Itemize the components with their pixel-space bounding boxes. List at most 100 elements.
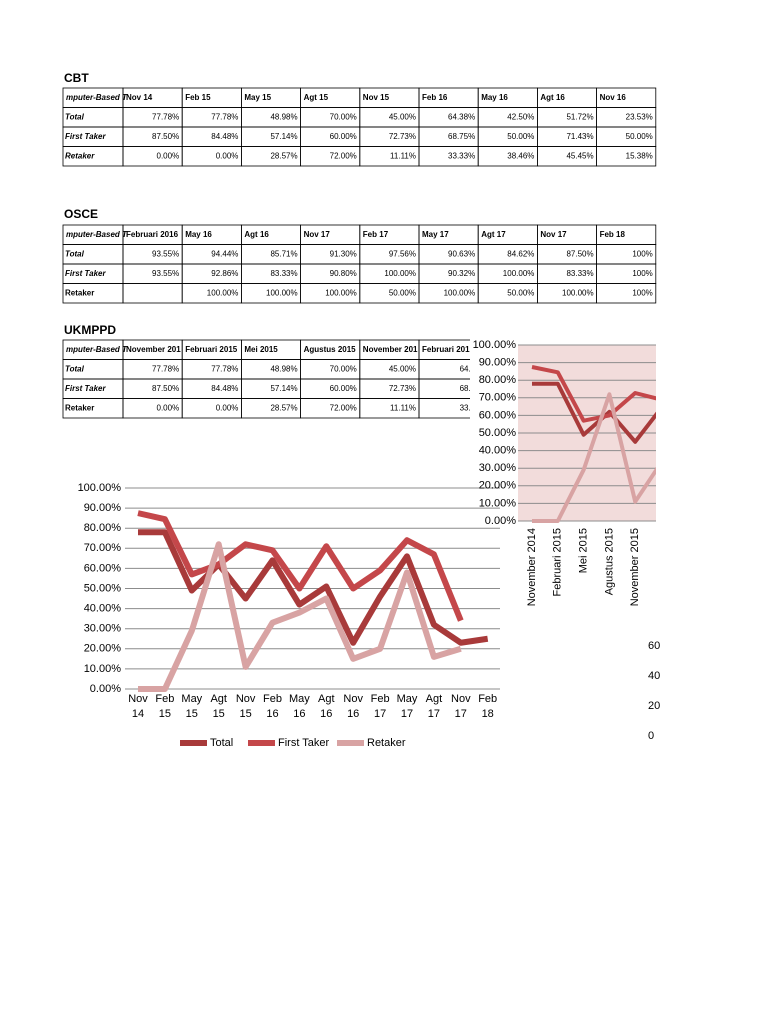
x-tick-label: Agustus 2015 xyxy=(603,528,615,595)
y-tick-label: 20.00% xyxy=(479,480,517,492)
table-data-cell: 33.33% xyxy=(448,152,475,161)
y-tick-label: 0.00% xyxy=(90,683,121,695)
series-line xyxy=(532,392,656,523)
table-data-cell: 83.33% xyxy=(270,269,297,278)
table-data-cell: 50.00% xyxy=(507,289,534,298)
y-tick-label: 40.00% xyxy=(84,603,122,615)
table-data-cell: 50.00% xyxy=(389,289,416,298)
legend-label: First Taker xyxy=(278,737,329,749)
x-tick-label: November 2015 xyxy=(629,528,641,606)
table-data-cell: 50.00% xyxy=(507,132,534,141)
table-data-cell: 33.3 xyxy=(460,404,476,413)
table-header-cell: Agt 17 xyxy=(481,230,506,239)
x-tick-label: Nov 16 xyxy=(343,693,363,720)
x-tick-label: May 17 xyxy=(397,693,418,720)
table-data-cell: 15.38% xyxy=(626,152,653,161)
table-data-cell: First Taker xyxy=(65,269,106,278)
legend-label: Retaker xyxy=(367,737,406,749)
table-header-cell: Feb 15 xyxy=(185,93,211,102)
section-title: CBT xyxy=(64,71,89,85)
table-data-cell: 28.57% xyxy=(270,152,297,161)
table-data-cell: 45.45% xyxy=(566,152,593,161)
x-tick-label: Agt 16 xyxy=(318,693,335,720)
axis-fragment: 0 xyxy=(648,730,654,742)
table-cell xyxy=(122,283,183,304)
y-tick-label: 90.00% xyxy=(479,357,517,369)
table-data-cell: 48.98% xyxy=(270,365,297,374)
table-data-cell: 85.71% xyxy=(270,250,297,259)
table-header-cell: Mei 2015 xyxy=(244,345,278,354)
table-header-cell: November 201 xyxy=(363,345,418,354)
table-data-cell: 100% xyxy=(632,269,652,278)
table-header-cell: Februari 2016 xyxy=(126,230,179,239)
table-data-cell: 84.48% xyxy=(211,384,238,393)
axis-fragment: 20 xyxy=(648,700,660,712)
table-data-cell: 77.78% xyxy=(211,113,238,122)
table-data-cell: 91.30% xyxy=(330,250,357,259)
table-data-cell: 0.00% xyxy=(216,404,239,413)
table-data-cell: 77.78% xyxy=(211,365,238,374)
table-data-cell: 87.50% xyxy=(152,132,179,141)
table-data-cell: 71.43% xyxy=(566,132,593,141)
table-header-cell: May 16 xyxy=(185,230,212,239)
y-tick-label: 0.00% xyxy=(485,515,516,527)
y-tick-label: 90.00% xyxy=(84,502,122,514)
table-data-cell: 11.11% xyxy=(390,152,416,161)
x-tick-label: Februari 2015 xyxy=(552,528,564,597)
table-data-cell: 92.86% xyxy=(211,269,238,278)
table-header-cell: Februari 201 xyxy=(422,345,470,354)
y-tick-label: 60.00% xyxy=(84,562,122,574)
table-data-cell: 51.72% xyxy=(566,113,593,122)
y-tick-label: 20.00% xyxy=(84,643,122,655)
y-tick-label: 40.00% xyxy=(479,445,517,457)
table-header-cell: Nov 15 xyxy=(363,93,390,102)
table-data-cell: 11.11% xyxy=(390,404,416,413)
table-data-cell: 100% xyxy=(632,250,652,259)
table-data-cell: 97.56% xyxy=(389,250,416,259)
table-data-cell: 64.38% xyxy=(448,113,475,122)
table-data-cell: 72.73% xyxy=(389,132,416,141)
series-line xyxy=(137,510,464,622)
table-data-cell: 0.00% xyxy=(157,404,180,413)
table-data-cell: Total xyxy=(65,365,85,374)
section-title: OSCE xyxy=(64,207,98,221)
x-tick-label: Feb 16 xyxy=(263,693,282,720)
table-data-cell: First Taker xyxy=(65,132,106,141)
table-data-cell: Total xyxy=(65,250,85,259)
table-data-cell: 68.7 xyxy=(460,384,476,393)
table-data-cell: 72.00% xyxy=(330,152,357,161)
y-tick-label: 100.00% xyxy=(78,482,122,494)
table-data-cell: 77.78% xyxy=(152,113,179,122)
table-header-cell: mputer-Based T xyxy=(66,93,128,102)
table-data-cell: 90.80% xyxy=(330,269,357,278)
table-data-cell: 84.48% xyxy=(211,132,238,141)
x-tick-label: Agt 15 xyxy=(210,693,227,720)
x-tick-label: Mei 2015 xyxy=(578,528,590,573)
x-tick-label: Feb 18 xyxy=(478,693,497,720)
table-header-cell: May 16 xyxy=(481,93,508,102)
table-data-cell: 72.73% xyxy=(389,384,416,393)
table-header-cell: Agustus 2015 xyxy=(304,345,357,354)
table-data-cell: 70.00% xyxy=(330,113,357,122)
table-header-cell: Feb 18 xyxy=(600,230,626,239)
x-tick-label: May 16 xyxy=(289,693,310,720)
x-tick-label: Nov 14 xyxy=(128,693,148,720)
table-cell xyxy=(596,283,657,304)
y-tick-label: 10.00% xyxy=(84,663,122,675)
table-data-cell: 68.75% xyxy=(448,132,475,141)
x-tick-label: Nov 15 xyxy=(236,693,256,720)
table-header-cell: Nov 14 xyxy=(126,93,153,102)
x-tick-label: Nov 17 xyxy=(451,693,471,720)
series-line xyxy=(531,365,656,423)
table-data-cell: Total xyxy=(65,113,85,122)
table-data-cell: 45.00% xyxy=(389,365,416,374)
table-data-cell: 100.00% xyxy=(384,269,416,278)
table-data-cell: 0.00% xyxy=(216,152,239,161)
table-data-cell: 50.00% xyxy=(626,132,653,141)
table-data-cell: Retaker xyxy=(65,289,94,298)
table-data-cell: 48.98% xyxy=(270,113,297,122)
table-data-cell: 100.00% xyxy=(503,269,535,278)
table-header-cell: Februari 2015 xyxy=(185,345,238,354)
x-tick-label: Feb 15 xyxy=(155,693,174,720)
